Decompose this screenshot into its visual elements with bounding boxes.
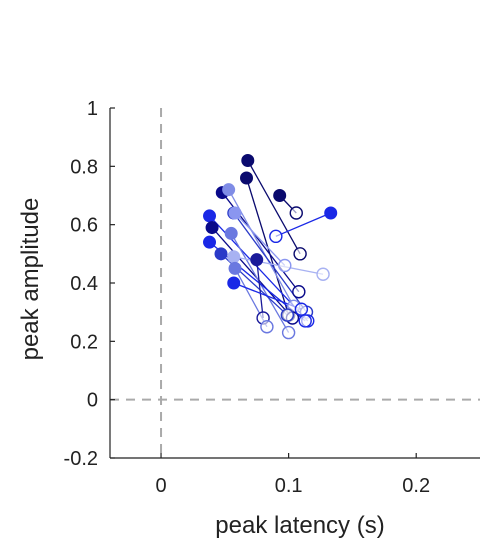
- x-tick-label: 0.1: [275, 475, 303, 497]
- end-point-marker: [278, 258, 292, 273]
- pair-line: [234, 212, 286, 266]
- x-tick-label: 0.2: [402, 475, 430, 497]
- end-point-marker: [289, 206, 303, 220]
- y-tick-label: 0: [87, 390, 98, 412]
- start-point-marker: [224, 226, 238, 240]
- pair-line: [247, 160, 301, 255]
- start-point-marker: [203, 209, 217, 223]
- start-point-marker: [250, 253, 264, 267]
- pair-line: [228, 189, 295, 307]
- start-point-marker: [227, 250, 241, 264]
- y-tick-label: 0.6: [70, 215, 98, 237]
- y-tick-label: -0.2: [64, 448, 98, 470]
- tick-labels: -0.2 0 0.2 0.4 0.6 0.8 1 0 0.1 0.2: [64, 98, 431, 497]
- y-axis-label: peak amplitude: [17, 198, 44, 361]
- end-point-marker: [292, 285, 306, 299]
- start-point-marker: [324, 206, 338, 220]
- start-point-marker: [203, 235, 217, 249]
- start-point-marker: [214, 247, 228, 261]
- start-point-marker: [228, 206, 242, 220]
- axes: [109, 107, 480, 459]
- y-tick-label: 0.2: [70, 331, 98, 353]
- end-point-marker: [294, 302, 309, 316]
- start-point-marker: [222, 183, 236, 197]
- pair-line: [275, 212, 331, 237]
- reference-lines: [110, 108, 480, 458]
- y-tick-label: 0.8: [70, 156, 98, 178]
- end-point-marker: [280, 308, 295, 322]
- start-point-marker: [240, 171, 254, 185]
- start-point-marker: [205, 221, 219, 235]
- end-point-marker: [269, 229, 283, 244]
- end-point-marker: [293, 247, 307, 261]
- end-point-marker: [298, 314, 312, 328]
- pair-line: [211, 227, 293, 319]
- end-point-marker: [281, 325, 296, 340]
- start-point-marker: [227, 276, 241, 290]
- x-tick-label: 0: [155, 475, 166, 497]
- start-point-marker: [228, 261, 242, 275]
- start-point-marker: [241, 154, 255, 167]
- pair-line: [256, 259, 264, 319]
- x-axis-label: peak latency (s): [215, 512, 384, 539]
- data-markers: [203, 154, 338, 340]
- y-tick-label: 1: [87, 98, 98, 120]
- end-point-marker: [260, 320, 274, 334]
- y-tick-label: 0.4: [70, 273, 98, 295]
- end-point-marker: [316, 267, 330, 281]
- start-point-marker: [273, 189, 287, 202]
